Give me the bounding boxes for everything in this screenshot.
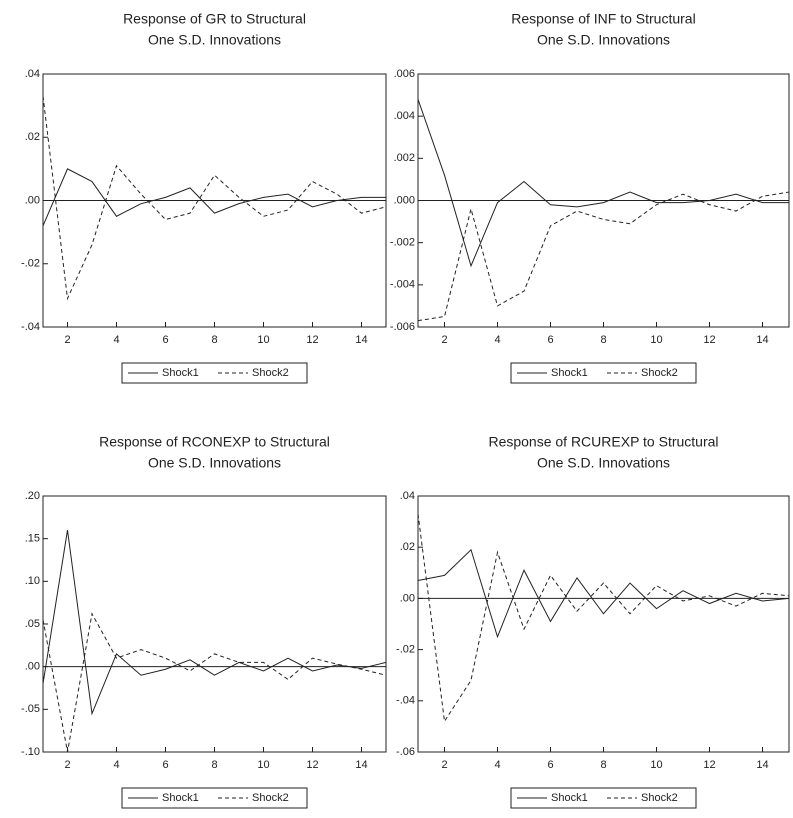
x-tick-label: 6 <box>162 759 168 771</box>
x-tick-label: 6 <box>547 759 553 771</box>
y-tick-label: -.04 <box>21 321 40 333</box>
x-tick-label: 2 <box>64 759 70 771</box>
series-line <box>417 548 790 639</box>
x-tick-label: 6 <box>547 334 553 346</box>
x-tick-label: 2 <box>64 334 70 346</box>
x-tick-label: 14 <box>355 759 367 771</box>
legend-label: Shock2 <box>641 792 678 804</box>
x-tick-label: 12 <box>306 334 318 346</box>
y-tick-label: .00 <box>25 661 40 673</box>
y-tick-label: .004 <box>394 110 415 122</box>
series-line <box>417 513 790 723</box>
legend-label: Shock1 <box>551 367 588 379</box>
x-tick-label: 10 <box>650 759 662 771</box>
y-tick-label: -.004 <box>390 279 415 291</box>
legend-label: Shock1 <box>162 367 199 379</box>
y-tick-label: .15 <box>25 533 40 545</box>
y-tick-label: .10 <box>25 575 40 587</box>
x-tick-label: 2 <box>441 759 447 771</box>
legend-label: Shock2 <box>252 792 289 804</box>
series-line <box>417 191 790 322</box>
y-tick-label: .04 <box>25 68 40 80</box>
y-tick-label: .00 <box>400 592 415 604</box>
y-tick-label: -.04 <box>396 695 415 707</box>
y-tick-label: .20 <box>25 490 40 502</box>
legend-label: Shock2 <box>252 367 289 379</box>
legend-box <box>121 362 308 384</box>
x-tick-label: 4 <box>113 334 119 346</box>
y-tick-label: .02 <box>25 131 40 143</box>
x-tick-label: 10 <box>257 334 269 346</box>
x-tick-label: 4 <box>113 759 119 771</box>
chart-title: One S.D. Innovations <box>148 32 281 48</box>
plot-frame <box>417 495 790 753</box>
series-line <box>42 530 387 716</box>
series-line <box>42 612 387 753</box>
x-tick-label: 14 <box>355 334 367 346</box>
chart-title: One S.D. Innovations <box>537 32 670 48</box>
y-tick-label: .002 <box>394 152 415 164</box>
legend-box <box>510 362 697 384</box>
plot-frame <box>42 495 387 753</box>
x-tick-label: 4 <box>494 334 500 346</box>
legend-label: Shock2 <box>641 367 678 379</box>
x-tick-label: 6 <box>162 334 168 346</box>
y-tick-label: -.02 <box>21 258 40 270</box>
chart-title: Response of GR to Structural <box>123 11 306 27</box>
y-tick-label: -.006 <box>390 321 415 333</box>
chart-title: Response of INF to Structural <box>511 11 695 27</box>
x-tick-label: 2 <box>441 334 447 346</box>
y-tick-label: .04 <box>400 490 415 502</box>
x-tick-label: 8 <box>211 759 217 771</box>
chart-title: One S.D. Innovations <box>148 455 281 471</box>
x-tick-label: 12 <box>703 759 715 771</box>
y-tick-label: .02 <box>400 541 415 553</box>
x-tick-label: 10 <box>650 334 662 346</box>
x-tick-label: 12 <box>703 334 715 346</box>
series-line <box>417 99 789 268</box>
y-tick-label: .00 <box>25 194 40 206</box>
chart-title: Response of RCUREXP to Structural <box>488 434 718 450</box>
y-tick-label: -.10 <box>21 746 40 758</box>
chart-title: One S.D. Innovations <box>537 455 670 471</box>
legend-label: Shock1 <box>551 792 588 804</box>
x-tick-label: 14 <box>756 759 768 771</box>
x-tick-label: 8 <box>600 334 606 346</box>
x-tick-label: 8 <box>211 334 217 346</box>
x-tick-label: 4 <box>494 759 500 771</box>
series-line <box>42 96 387 301</box>
y-tick-label: -.05 <box>21 703 40 715</box>
chart-title: Response of RCONEXP to Structural <box>99 434 330 450</box>
series-line <box>42 168 386 226</box>
x-tick-label: 10 <box>257 759 269 771</box>
x-tick-label: 14 <box>756 334 768 346</box>
y-tick-label: -.002 <box>390 237 415 249</box>
y-tick-label: .05 <box>25 618 40 630</box>
y-tick-label: .000 <box>394 194 415 206</box>
x-tick-label: 8 <box>600 759 606 771</box>
y-tick-label: -.06 <box>396 746 415 758</box>
legend-label: Shock1 <box>162 792 199 804</box>
legend-box <box>121 787 308 809</box>
x-tick-label: 12 <box>306 759 318 771</box>
legend-box <box>510 787 697 809</box>
y-tick-label: -.02 <box>396 644 415 656</box>
y-tick-label: .006 <box>394 68 415 80</box>
